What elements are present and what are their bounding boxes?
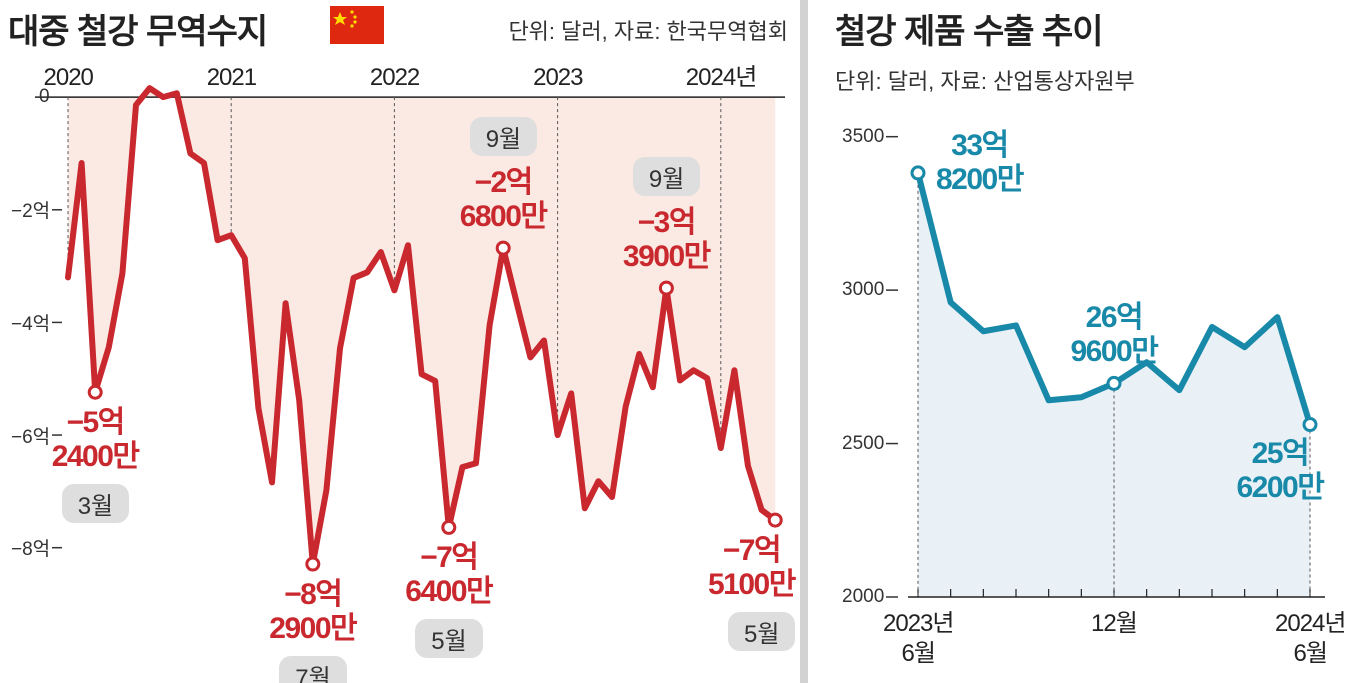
divider [800, 0, 808, 683]
value-label: 33억 8200만 [936, 128, 1024, 196]
point [87, 384, 103, 400]
point [1302, 417, 1318, 433]
x-tick-label: 2022 [369, 64, 420, 92]
chart-subtitle: 단위: 달러, 자료: 산업통상자원부 [835, 69, 1135, 94]
y-tick-label: 3500 [842, 125, 885, 147]
point [1106, 375, 1122, 391]
month-label: 5월 [415, 619, 483, 659]
value-label: −3억 3900만 [622, 206, 711, 274]
x-tick-label: 12월 [1091, 610, 1138, 637]
chart-title: 대중 철강 무역수지 [8, 13, 268, 51]
value-label: −2억 6800만 [459, 166, 548, 234]
y-tick-label: −8억 [11, 539, 51, 561]
point [441, 519, 457, 535]
y-tick-label: 3000 [842, 279, 885, 301]
y-tick-label: 2000 [842, 586, 885, 607]
x-tick-label: 2021 [206, 64, 257, 92]
point [910, 165, 926, 181]
y-tick-label: −2억 [11, 201, 51, 223]
month-label: 9월 [632, 157, 701, 197]
y-tick-label: −4억 [11, 313, 51, 335]
value-label: 26억 9600만 [1070, 301, 1159, 369]
area [68, 88, 776, 565]
china-flag [330, 6, 384, 44]
point [658, 280, 674, 296]
month-label: 5월 [728, 612, 796, 652]
month-label: 3월 [61, 484, 130, 524]
value-label: −7억 5100만 [708, 534, 796, 602]
point [495, 240, 511, 256]
month-label: 9월 [469, 117, 538, 157]
point [767, 512, 783, 528]
value-label: 25억 6200만 [1236, 436, 1325, 504]
y-tick-label: 2500 [842, 432, 885, 454]
x-tick-label: 2023년 6월 [883, 610, 954, 667]
y-tick-label: −6억 [11, 426, 51, 448]
chart-title: 철강 제품 수출 추이 [835, 13, 1104, 51]
chart-subtitle: 단위: 달러, 자료: 한국무역협회 [508, 19, 788, 44]
x-tick-label: 2024년 6월 [1275, 610, 1346, 667]
x-tick-label: 2020 [43, 64, 94, 92]
point [305, 556, 321, 572]
value-label: −5억 2400만 [51, 406, 140, 474]
month-label: 7월 [279, 656, 347, 683]
y-tick-label: 0 [39, 86, 50, 108]
x-tick-label: 2023 [533, 64, 583, 92]
x-tick-label: 2024년 [685, 64, 757, 92]
value-label: −7억 6400만 [405, 541, 493, 609]
value-label: −8억 2900만 [269, 578, 357, 646]
line [65, 85, 779, 568]
